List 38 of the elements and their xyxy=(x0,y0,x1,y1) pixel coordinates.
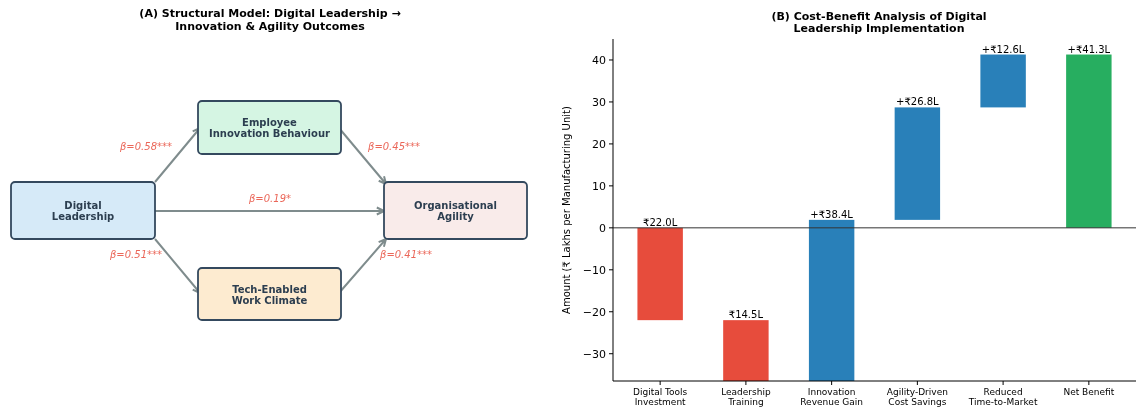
data-label: +₹12.6L xyxy=(981,43,1025,55)
text: β=0.58*** xyxy=(118,141,172,152)
x-tick-label: Net Benefit xyxy=(1063,387,1115,397)
data-label: +₹38.4L xyxy=(810,208,854,220)
text: β=0.19* xyxy=(247,193,292,204)
data-label: +₹26.8L xyxy=(896,96,940,108)
text: β=0.41*** xyxy=(379,249,433,260)
bar xyxy=(894,107,941,220)
y-tick-label: −30 xyxy=(582,347,606,361)
text: (A) Structural Model: Digital Leadership → Innovation & Agility Outcomes xyxy=(139,7,401,33)
bar xyxy=(808,219,855,381)
category-label: Tech-Enabled Work Climate xyxy=(231,283,308,306)
bar xyxy=(980,54,1026,108)
chart-title: (B) Cost-Benefit Analysis of Digital Leadership Implementation xyxy=(771,10,987,35)
x-tick-label: Leadership Training xyxy=(721,387,771,407)
bar xyxy=(1066,54,1112,228)
y-tick-label: −10 xyxy=(582,263,606,277)
y-tick-label: −20 xyxy=(582,305,606,319)
category-label: Digital Leadership xyxy=(51,200,115,222)
text: β=0.45*** xyxy=(367,141,421,152)
data-label: ₹14.5L xyxy=(728,309,764,321)
data-label: +₹41.3L xyxy=(1067,43,1111,55)
x-tick-label: Agility-Driven Cost Savings xyxy=(886,387,948,407)
x-tick-label: Digital Tools Investment xyxy=(633,387,688,407)
bar xyxy=(723,320,769,381)
y-axis-title: Amount (₹ Lakhs per Manufacturing Unit) xyxy=(561,106,572,314)
y-tick-label: 30 xyxy=(592,95,606,109)
category-label: Organisational Agility xyxy=(414,200,497,222)
x-tick-label: Reduced Time-to-Market xyxy=(967,387,1038,407)
y-tick-label: 20 xyxy=(592,137,606,151)
category-label: Employee Innovation Behaviour xyxy=(209,117,331,139)
y-tick-label: 10 xyxy=(592,179,606,193)
y-tick-label: 40 xyxy=(592,53,606,67)
data-label: ₹22.0L xyxy=(643,216,678,228)
text: β=0.51*** xyxy=(108,249,162,260)
y-tick-label: 0 xyxy=(599,221,606,235)
bar xyxy=(637,227,683,321)
x-tick-label: Innovation Revenue Gain xyxy=(800,387,864,407)
